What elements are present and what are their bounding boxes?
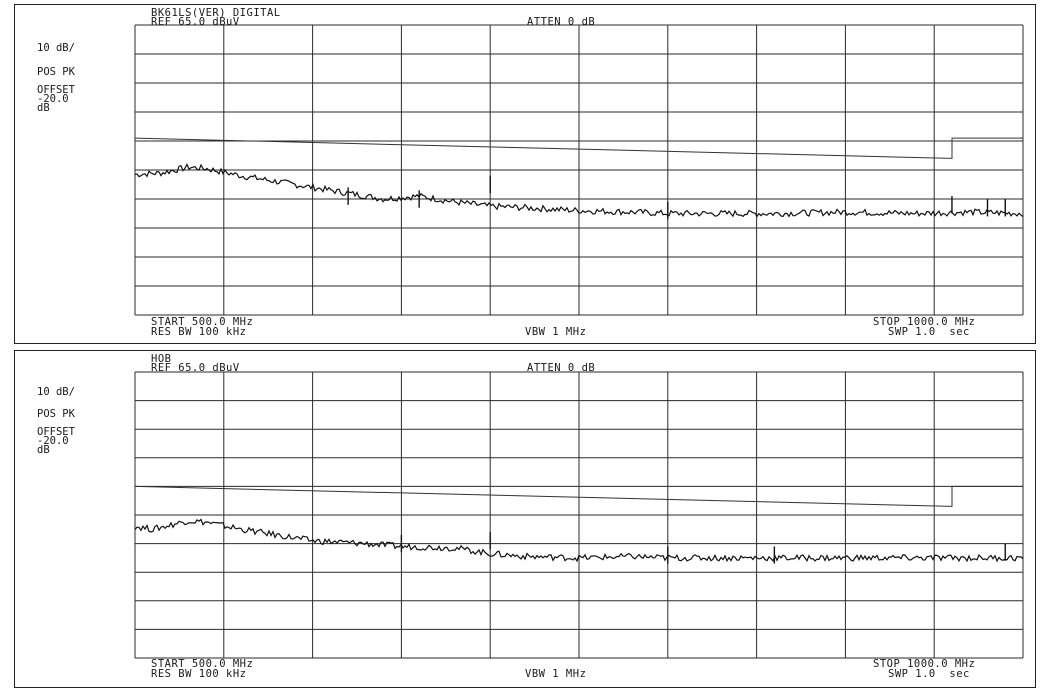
- stop-freq-label: STOP 1000.0 MHz: [873, 658, 976, 670]
- panel-title: HOB: [151, 353, 172, 365]
- graticule: [134, 371, 1024, 659]
- scale-label: 10 dB/: [37, 42, 75, 54]
- offset-unit: dB: [37, 102, 50, 114]
- ref-level-label: REF 65.0 dBuV: [151, 16, 240, 28]
- detector-label: POS PK: [37, 408, 75, 420]
- scale-label: 10 dB/: [37, 386, 75, 398]
- res-bw-label: RES BW 100 kHz: [151, 668, 247, 680]
- sweep-label: SWP 1.0 sec: [888, 668, 970, 680]
- vbw-label: VBW 1 MHz: [525, 326, 587, 338]
- plot-area: [134, 24, 1024, 316]
- offset-label: OFFSET: [37, 84, 75, 96]
- atten-label: ATTEN 0 dB: [527, 16, 596, 28]
- offset-label: OFFSET: [37, 426, 75, 438]
- sweep-label: SWP 1.0 sec: [888, 326, 970, 338]
- start-freq-label: START 500.0 MHz: [151, 658, 254, 670]
- atten-label: ATTEN 0 dB: [527, 362, 596, 374]
- res-bw-label: RES BW 100 kHz: [151, 326, 247, 338]
- offset-unit: dB: [37, 444, 50, 456]
- ref-level-label: REF 65.0 dBuV: [151, 362, 240, 374]
- start-freq-label: START 500.0 MHz: [151, 316, 254, 328]
- limit-line: [134, 137, 1023, 159]
- spectrum-panel-bottom: HOB REF 65.0 dBuV ATTEN 0 dB 10 dB/ POS …: [14, 350, 1036, 688]
- spectrum-trace: [134, 518, 1024, 563]
- spectrum-trace: [134, 163, 1024, 218]
- detector-label: POS PK: [37, 66, 75, 78]
- offset-value: -20.0: [37, 435, 69, 447]
- vbw-label: VBW 1 MHz: [525, 668, 587, 680]
- spectrum-panel-top: BK61LS(VER) DIGITAL REF 65.0 dBuV ATTEN …: [14, 4, 1036, 344]
- panel-title: BK61LS(VER) DIGITAL: [151, 7, 281, 19]
- plot-area: [134, 371, 1024, 659]
- graticule: [134, 24, 1024, 316]
- offset-value: -20.0: [37, 93, 69, 105]
- stop-freq-label: STOP 1000.0 MHz: [873, 316, 976, 328]
- limit-line: [134, 485, 1023, 507]
